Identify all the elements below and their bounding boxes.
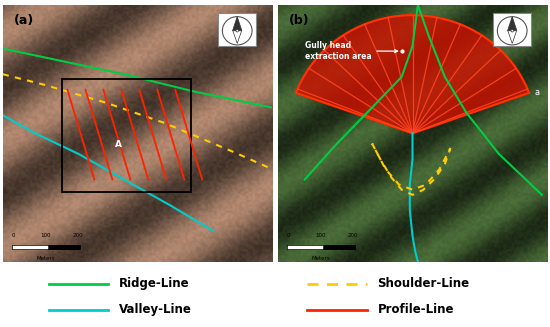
- Text: Meters: Meters: [36, 256, 55, 261]
- Polygon shape: [508, 31, 516, 43]
- Text: Meters: Meters: [311, 256, 330, 261]
- Text: 200: 200: [73, 233, 84, 238]
- FancyBboxPatch shape: [218, 13, 256, 46]
- Text: (b): (b): [289, 14, 309, 27]
- Text: 200: 200: [348, 233, 359, 238]
- Circle shape: [236, 29, 239, 32]
- FancyBboxPatch shape: [493, 13, 531, 46]
- Text: (a): (a): [14, 14, 34, 27]
- Text: 100: 100: [41, 233, 51, 238]
- Text: Valley-Line: Valley-Line: [119, 303, 191, 316]
- Text: Shoulder-Line: Shoulder-Line: [377, 277, 470, 290]
- Text: a: a: [535, 88, 540, 97]
- Bar: [62, 79, 191, 192]
- Text: 0: 0: [287, 233, 290, 238]
- Text: 100: 100: [316, 233, 326, 238]
- Text: A: A: [115, 140, 122, 149]
- Circle shape: [511, 29, 514, 32]
- Polygon shape: [233, 17, 242, 31]
- Polygon shape: [233, 31, 241, 43]
- Text: 0: 0: [12, 233, 15, 238]
- Text: Gully head
extraction area: Gully head extraction area: [305, 42, 398, 61]
- Wedge shape: [296, 15, 529, 133]
- Polygon shape: [508, 17, 517, 31]
- Text: Ridge-Line: Ridge-Line: [119, 277, 189, 290]
- Text: Profile-Line: Profile-Line: [377, 303, 454, 316]
